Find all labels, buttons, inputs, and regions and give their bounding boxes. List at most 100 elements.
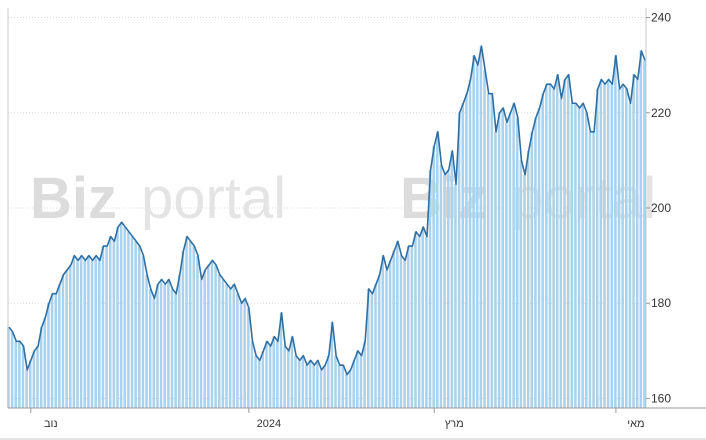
area-bar <box>327 355 330 408</box>
area-bar <box>148 288 152 408</box>
area-bar <box>643 60 646 408</box>
area-bar <box>207 265 210 408</box>
area-bar <box>261 350 265 408</box>
price-line <box>8 45 646 376</box>
area-bar <box>436 131 439 408</box>
area-bar <box>28 360 32 408</box>
area-bar <box>592 131 595 408</box>
area-bar <box>174 293 177 408</box>
area-bar <box>272 336 276 408</box>
area-bar <box>61 274 65 408</box>
area-bar <box>98 260 101 408</box>
area-bar <box>635 79 639 409</box>
area-bar <box>417 236 421 408</box>
area-bar <box>483 69 486 409</box>
area-bar <box>519 160 523 408</box>
area-bar <box>127 231 130 408</box>
area-bar <box>552 88 555 408</box>
area-bar <box>570 103 574 409</box>
area-bar <box>188 241 192 408</box>
area-bar <box>159 279 163 408</box>
area-bar <box>330 322 334 408</box>
area-bar <box>406 246 410 408</box>
x-tick-label: נוב <box>44 418 58 430</box>
area-bar <box>236 293 239 408</box>
x-axis-ticks: נוב2024מרץמאייוליספט <box>30 408 645 430</box>
area-bar <box>308 360 312 408</box>
area-bar <box>217 274 221 408</box>
area-bar <box>534 117 537 409</box>
area-bar <box>21 346 25 408</box>
area-bar <box>505 122 508 408</box>
area-bar <box>428 169 432 408</box>
area-bar <box>425 236 428 408</box>
area-bar <box>403 260 406 408</box>
area-bar <box>243 298 246 408</box>
area-bar <box>377 274 381 408</box>
area-bar <box>523 174 526 408</box>
area-bar <box>545 84 548 408</box>
area-bar <box>337 365 341 408</box>
area-bar <box>396 241 399 408</box>
area-bar <box>167 279 170 408</box>
y-tick-label-220: 220 <box>651 106 671 120</box>
area-bar <box>210 260 214 408</box>
area-bar <box>119 222 123 408</box>
area-bar <box>221 279 225 408</box>
area-bar <box>359 355 363 408</box>
area-bar <box>138 246 141 408</box>
y-tick-label-200: 200 <box>651 201 671 215</box>
area-bar <box>577 108 581 408</box>
area-bar <box>468 79 472 409</box>
area-bar <box>254 355 257 408</box>
area-bar <box>588 131 592 408</box>
area-bar <box>181 250 185 408</box>
area-bar <box>276 341 279 408</box>
area-bar <box>268 346 272 408</box>
area-bar <box>548 84 552 408</box>
area-bar <box>476 65 479 408</box>
area-bar <box>457 112 461 408</box>
area-bar <box>112 241 116 408</box>
area-bar <box>239 303 243 408</box>
area-bar <box>385 269 388 408</box>
area-bar <box>410 246 414 408</box>
area-bar <box>399 255 403 408</box>
area-bar <box>87 255 90 408</box>
area-bar <box>603 84 606 408</box>
area-bar <box>443 174 446 408</box>
area-bar <box>486 93 490 409</box>
area-bar <box>199 279 203 408</box>
area-bar <box>494 131 497 408</box>
area-bar <box>541 93 544 409</box>
y-axis-ticks: 160 180 200 220 240 <box>646 11 671 405</box>
area-bar <box>639 50 643 409</box>
area-bar <box>68 265 72 408</box>
area-bar <box>352 360 355 408</box>
area-bar <box>421 227 425 408</box>
area-bar <box>185 236 188 408</box>
area-bar <box>530 131 534 408</box>
area-bar <box>323 365 326 408</box>
area-bar <box>465 93 468 409</box>
axes <box>0 8 706 440</box>
area-bar <box>595 88 599 408</box>
area-bar <box>203 269 206 408</box>
area-bar <box>141 255 145 408</box>
area-bar <box>363 341 366 408</box>
area-bar <box>297 360 301 408</box>
area-bar <box>101 246 105 408</box>
area-bar <box>625 88 628 408</box>
area-bar <box>574 103 577 409</box>
area-bar <box>257 360 261 408</box>
area-bar <box>287 350 290 408</box>
area-bar <box>450 150 454 409</box>
area-bar <box>301 355 305 408</box>
area-bar <box>290 336 294 408</box>
area-bar <box>537 108 541 408</box>
area-bar <box>79 255 83 408</box>
area-bar <box>515 117 519 409</box>
area-bar <box>312 365 315 408</box>
area-bar <box>490 93 494 409</box>
